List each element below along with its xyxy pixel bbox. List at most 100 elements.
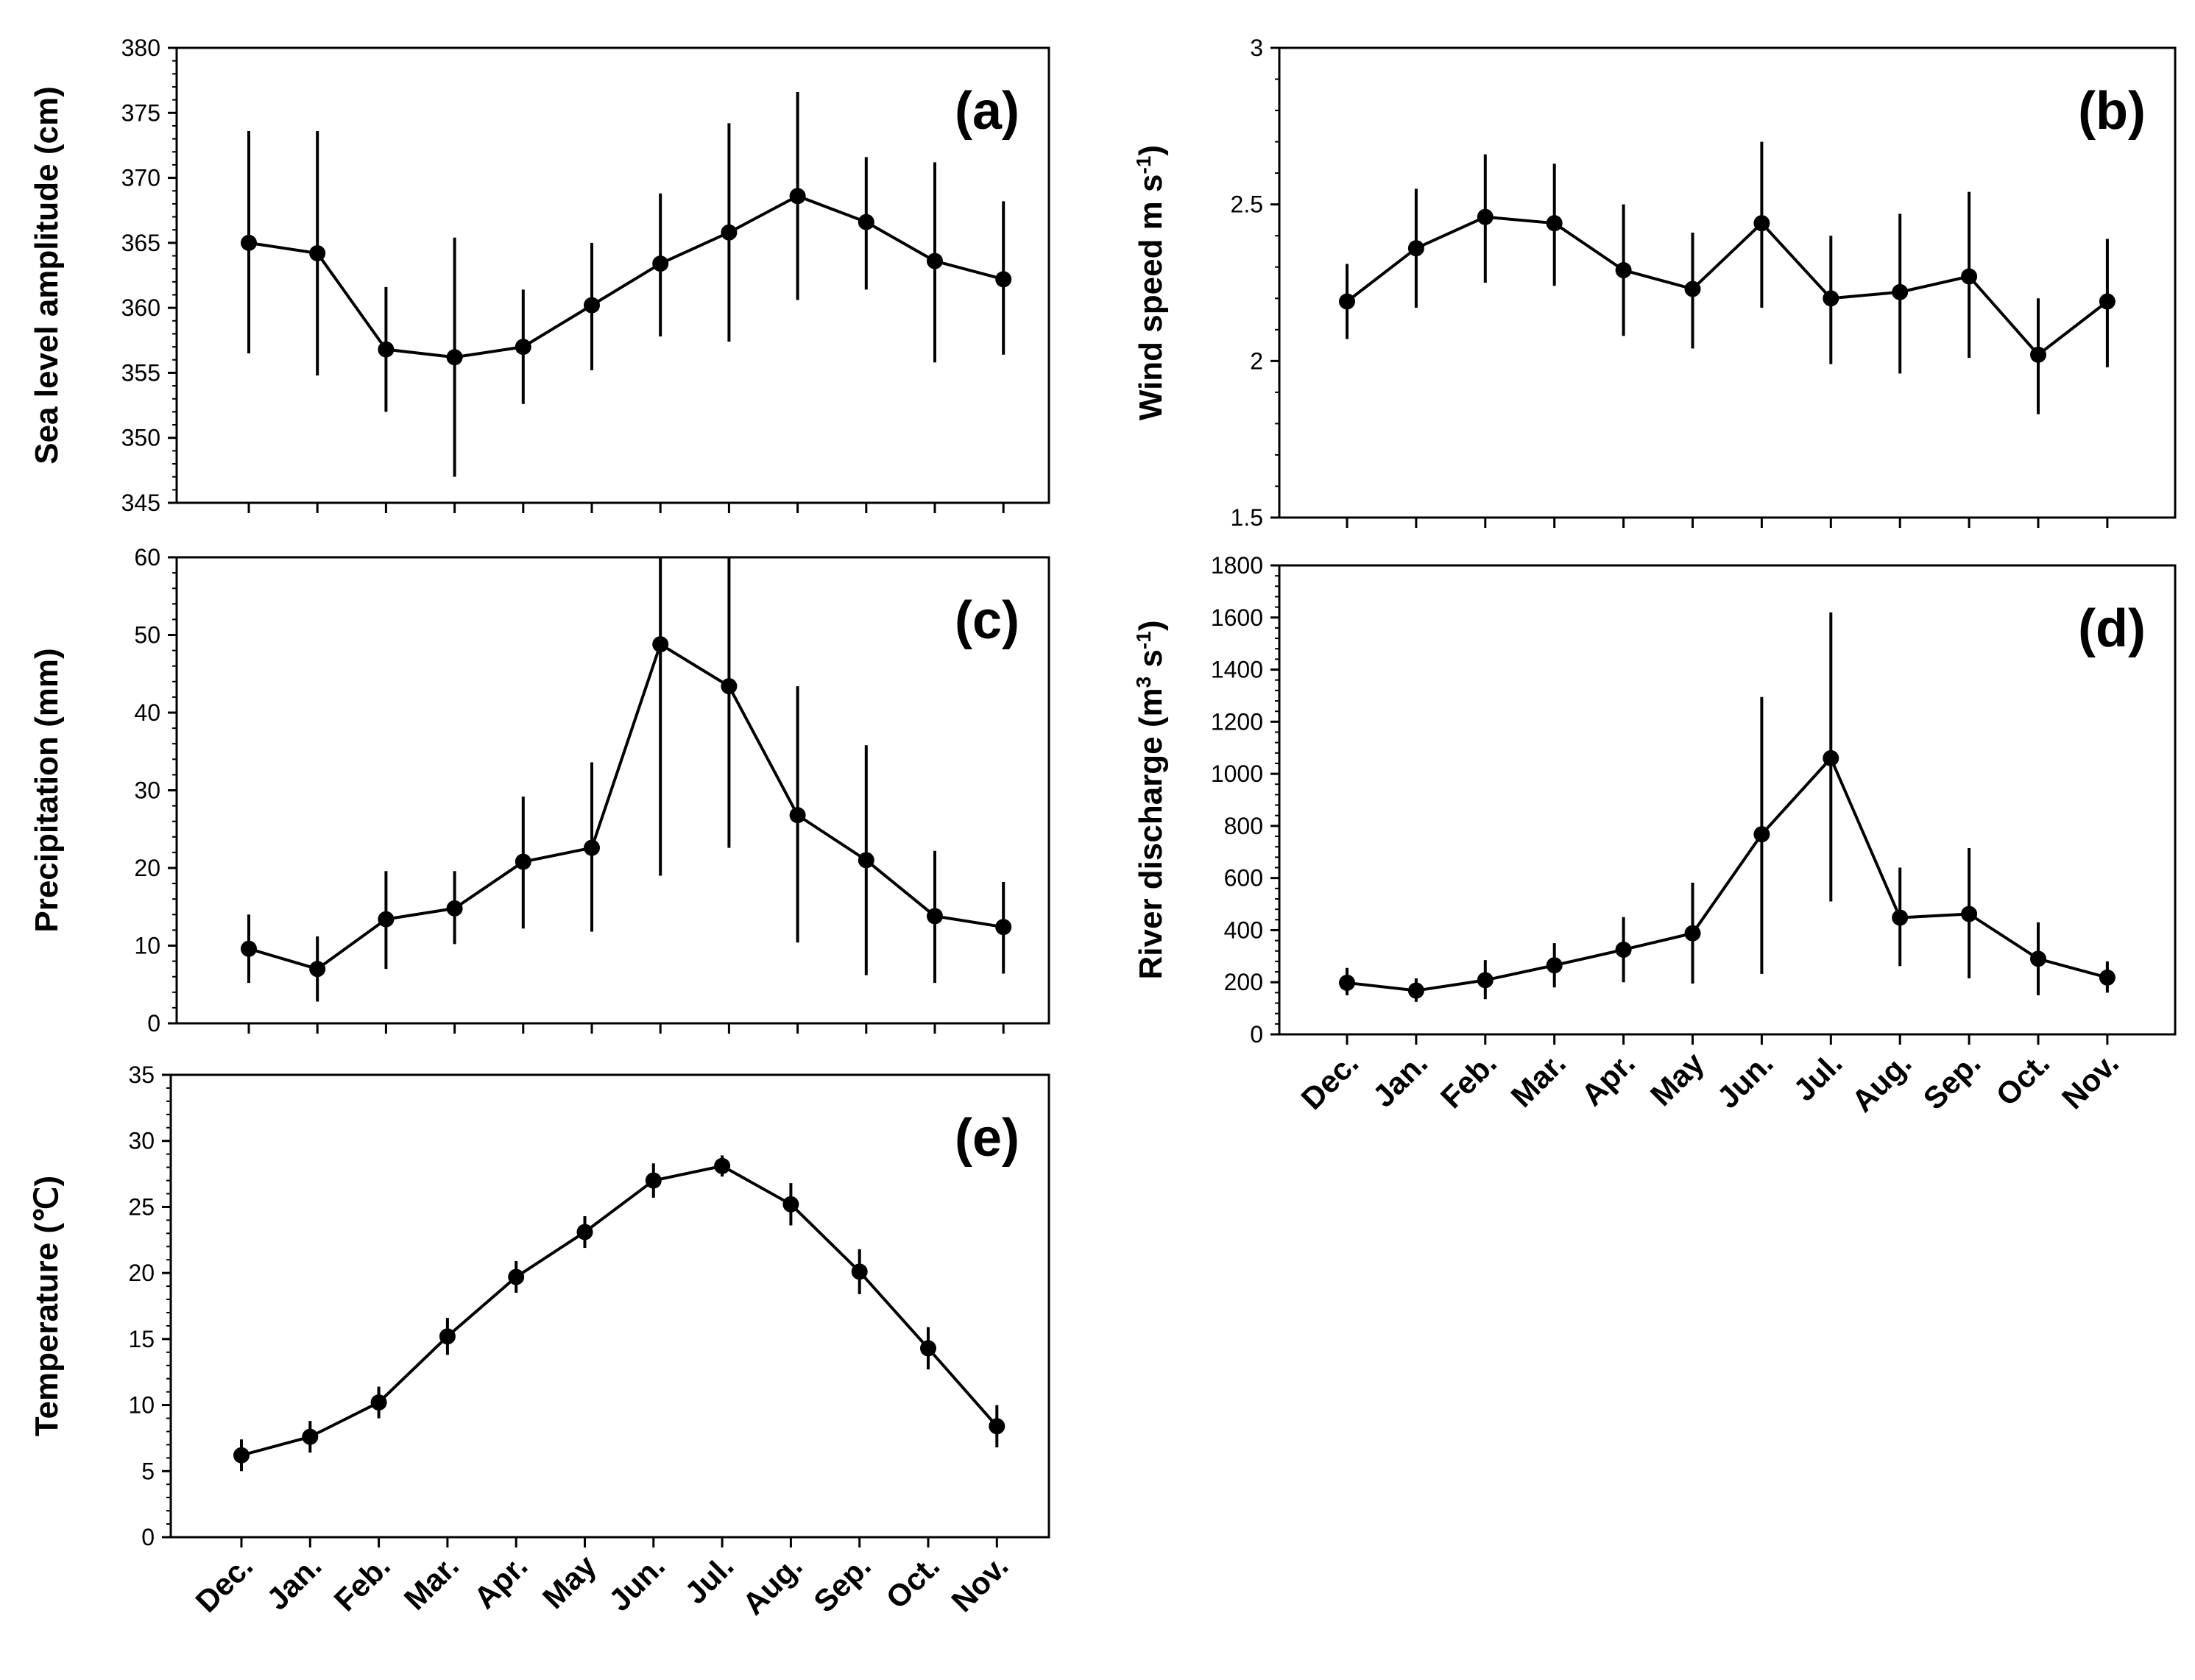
y-axis-title: Sea level amplitude (cm)	[29, 86, 65, 465]
y-tick-label: 1600	[1211, 604, 1263, 631]
y-tick-label: 0	[1250, 1021, 1263, 1048]
data-point-may	[1684, 925, 1701, 942]
data-point-may	[1684, 280, 1701, 297]
panel-label: (b)	[2078, 82, 2146, 141]
y-tick-label: 2.5	[1231, 191, 1263, 218]
y-tick-label: 20	[134, 855, 160, 881]
data-point-sep	[858, 213, 874, 230]
chart-panel-b: 1.5 2 2.5 3 (b) Wind speed m s-1)	[1132, 35, 2177, 531]
y-tick-label: 800	[1224, 813, 1263, 839]
y-tick-label: 20	[128, 1260, 155, 1286]
y-tick-label: 2	[1250, 347, 1263, 374]
y-axis-title: Temperature (℃)	[29, 1176, 65, 1436]
data-point-may	[576, 1224, 593, 1240]
y-axis-title: River discharge (m3 s-1)	[1132, 621, 1170, 980]
y-tick-label: 30	[134, 777, 160, 804]
series-line	[241, 1164, 998, 1457]
y-tick-label: 30	[128, 1128, 155, 1154]
data-point-nov	[989, 1418, 1005, 1435]
y-tick-label: 200	[1224, 969, 1263, 995]
y-tick-label: 50	[134, 622, 160, 649]
data-point-feb	[1477, 972, 1494, 989]
data-point-apr	[1615, 261, 1632, 278]
data-point-jan	[309, 961, 326, 978]
data-point-jun	[645, 1172, 662, 1189]
y-axis-title: Precipitation (mm)	[29, 648, 65, 932]
data-point-mar	[1546, 215, 1563, 232]
data-point-nov	[995, 271, 1012, 288]
y-tick-label: 355	[121, 359, 160, 386]
y-axis-title-text: River discharge (m	[1133, 688, 1169, 979]
y-tick-label: 0	[147, 1010, 160, 1037]
data-point-jan	[1407, 982, 1424, 999]
data-point-apr	[515, 339, 531, 356]
y-axis-title-text: Precipitation (mm)	[29, 648, 65, 932]
data-point-apr	[515, 853, 531, 870]
data-point-jun	[652, 636, 669, 653]
y-axis-title-text: s	[1133, 649, 1169, 677]
y-tick-label: 40	[134, 699, 160, 726]
y-axis-title-text: )	[1133, 145, 1169, 156]
data-point-jan	[302, 1428, 319, 1445]
y-tick-label: 365	[121, 230, 160, 256]
panel-label: (d)	[2078, 599, 2146, 658]
y-tick-label: 0	[141, 1524, 155, 1550]
series-line	[248, 194, 1004, 359]
y-tick-label: 375	[121, 99, 160, 126]
y-axis-title-superscript: -1	[1132, 156, 1155, 174]
data-point-feb	[370, 1394, 387, 1411]
y-axis-title-superscript: -1	[1132, 631, 1155, 649]
data-point-apr	[508, 1268, 525, 1285]
data-point-sep	[851, 1263, 868, 1280]
y-tick-label: 1200	[1211, 708, 1263, 735]
series-line	[1346, 215, 2109, 356]
data-point-may	[584, 297, 600, 314]
y-tick-label: 360	[121, 294, 160, 321]
panel-label: (e)	[955, 1109, 1019, 1168]
y-tick-label: 1000	[1211, 760, 1263, 787]
series-line	[248, 643, 1004, 971]
data-point-oct	[927, 253, 943, 269]
data-point-mar	[446, 349, 463, 366]
y-tick-label: 1400	[1211, 657, 1263, 683]
plot-frame	[175, 46, 1050, 504]
y-axis-title-superscript: 3	[1132, 677, 1155, 688]
data-point-mar	[439, 1328, 456, 1345]
data-point-jun	[1753, 215, 1770, 232]
data-point-dec	[241, 234, 257, 251]
y-axis-title: Wind speed m s-1)	[1132, 145, 1170, 420]
data-point-jan	[309, 244, 326, 261]
data-point-aug	[1892, 283, 1909, 300]
panel-label: (a)	[955, 82, 1019, 141]
y-tick-label: 15	[128, 1326, 155, 1352]
data-point-feb	[378, 341, 395, 358]
data-point-sep	[1961, 268, 1978, 285]
data-point-oct	[2030, 950, 2046, 967]
y-axis-title-text: Temperature (℃)	[29, 1176, 65, 1436]
data-point-dec	[241, 940, 257, 957]
data-point-jul	[1823, 749, 1839, 766]
data-point-nov	[995, 919, 1012, 936]
data-point-nov	[2099, 969, 2116, 986]
plot-frame	[1278, 46, 2177, 519]
y-tick-label: 400	[1224, 917, 1263, 943]
data-point-aug	[782, 1196, 799, 1213]
data-point-may	[584, 839, 600, 856]
y-tick-label: 1800	[1211, 552, 1263, 579]
data-point-aug	[789, 807, 806, 824]
y-tick-label: 370	[121, 165, 160, 191]
plot-frame	[1278, 564, 2177, 1036]
plot-frame	[169, 1073, 1050, 1539]
y-tick-label: 35	[128, 1062, 155, 1088]
data-point-feb	[378, 911, 395, 928]
data-point-dec	[1339, 293, 1355, 310]
y-axis-title-text: )	[1133, 621, 1169, 632]
data-point-jul	[721, 678, 738, 695]
data-point-oct	[927, 908, 943, 925]
chart-panel-a: 345 350 355 360 365 370 375 380 (a) Sea level amp…	[29, 35, 1050, 516]
data-point-jul	[714, 1157, 731, 1174]
data-point-aug	[1892, 909, 1909, 926]
y-tick-label: 350	[121, 425, 160, 451]
